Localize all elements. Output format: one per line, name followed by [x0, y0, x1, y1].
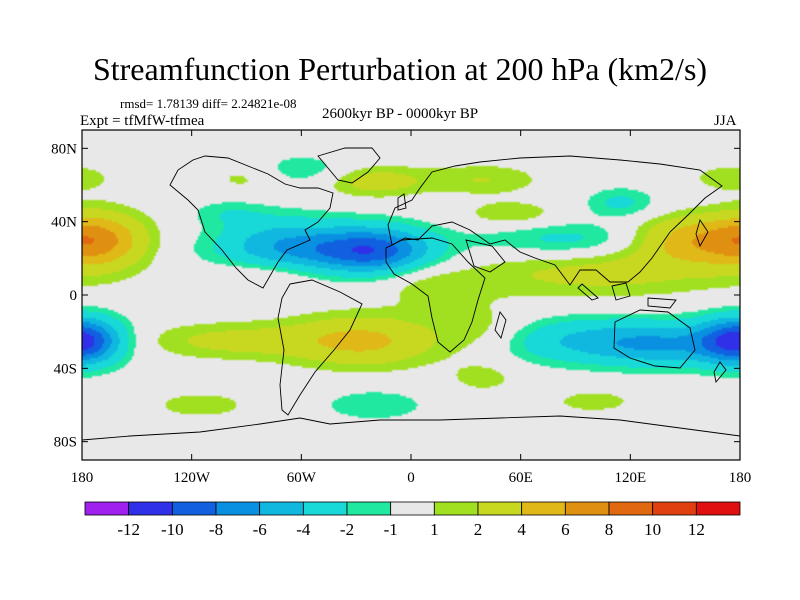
x-tick-label: 120W	[173, 470, 211, 486]
colorbar-label: 2	[474, 520, 483, 539]
colorbar-swatch	[128, 501, 173, 516]
coast-north-america	[169, 155, 334, 289]
y-tick-label: 40S	[54, 361, 77, 377]
coast-uk	[397, 193, 407, 211]
colorbar: -12 -10 -8 -6 -4 -2 -1 1 2 4 6 8 10 12	[84, 501, 741, 539]
coast-japan	[695, 218, 709, 248]
colorbar-swatch	[652, 501, 697, 516]
x-tick-label: 0	[407, 470, 415, 486]
colorbar-swatch	[433, 501, 479, 516]
coast-madagascar	[494, 310, 507, 340]
x-tick-label: 120E	[614, 470, 646, 486]
coast-sumatra	[577, 283, 599, 301]
x-tick-label: 60W	[287, 470, 317, 486]
colorbar-swatch	[477, 501, 523, 516]
colorbar-swatch	[171, 501, 217, 516]
coast-africa	[385, 237, 486, 353]
colorbar-label: -4	[296, 520, 311, 539]
coastlines	[82, 147, 740, 441]
colorbar-swatch	[390, 501, 435, 516]
colorbar-label: 6	[561, 520, 570, 539]
y-tick-label: 40N	[51, 215, 77, 231]
colorbar-label: -1	[384, 520, 398, 539]
y-tick-label: 80N	[51, 141, 77, 157]
axis-ticks: 180 120W 60W 0 60E 120E 180 80N 40N 0 40S 80S	[51, 130, 751, 486]
colorbar-label: -8	[209, 520, 223, 539]
coast-new-guinea	[647, 297, 677, 309]
y-tick-label: 80S	[54, 435, 77, 451]
colorbar-label: -10	[161, 520, 184, 539]
x-tick-label: 180	[729, 470, 752, 486]
colorbar-swatch	[608, 501, 654, 516]
y-tick-label: 0	[70, 288, 78, 304]
colorbar-swatch	[521, 501, 566, 516]
x-tick-label: 60E	[509, 470, 533, 486]
colorbar-label: 1	[430, 520, 439, 539]
colorbar-label: 12	[688, 520, 705, 539]
colorbar-label: -6	[253, 520, 267, 539]
colorbar-swatch	[215, 501, 261, 516]
coast-south-america	[277, 279, 363, 416]
coast-eurasia	[387, 155, 723, 286]
colorbar-swatch	[695, 501, 741, 516]
colorbar-swatch	[84, 501, 130, 516]
time-range-subtitle: 2600kyr BP - 0000kyr BP	[322, 106, 479, 122]
colorbar-label: -2	[340, 520, 354, 539]
perturbation-field	[82, 130, 740, 460]
x-tick-label: 180	[71, 470, 94, 486]
chart-title: Streamfunction Perturbation at 200 hPa (…	[92, 51, 708, 87]
colorbar-swatch	[346, 501, 392, 516]
colorbar-label: -12	[117, 520, 140, 539]
season-label: JJA	[714, 113, 737, 129]
stats-text: rmsd= 1.78139 diff= 2.24821e-08	[120, 96, 297, 111]
coast-australia	[613, 309, 696, 369]
colorbar-label: 4	[517, 520, 526, 539]
colorbar-label: 8	[605, 520, 614, 539]
colorbar-label: 10	[644, 520, 661, 539]
experiment-label: Expt = tfMfW-tfmea	[80, 113, 205, 129]
coast-greenland	[317, 147, 381, 184]
coast-antarctica	[82, 415, 740, 441]
coast-arabia	[465, 239, 506, 273]
colorbar-swatch	[259, 501, 304, 516]
coast-new-zealand	[713, 361, 727, 384]
coast-borneo	[611, 282, 631, 301]
colorbar-swatch	[564, 501, 610, 516]
colorbar-swatch	[302, 501, 348, 516]
